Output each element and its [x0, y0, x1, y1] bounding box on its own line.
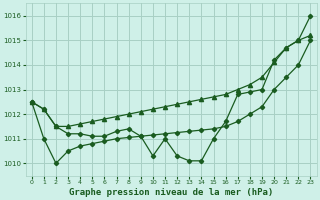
X-axis label: Graphe pression niveau de la mer (hPa): Graphe pression niveau de la mer (hPa) — [69, 188, 273, 197]
